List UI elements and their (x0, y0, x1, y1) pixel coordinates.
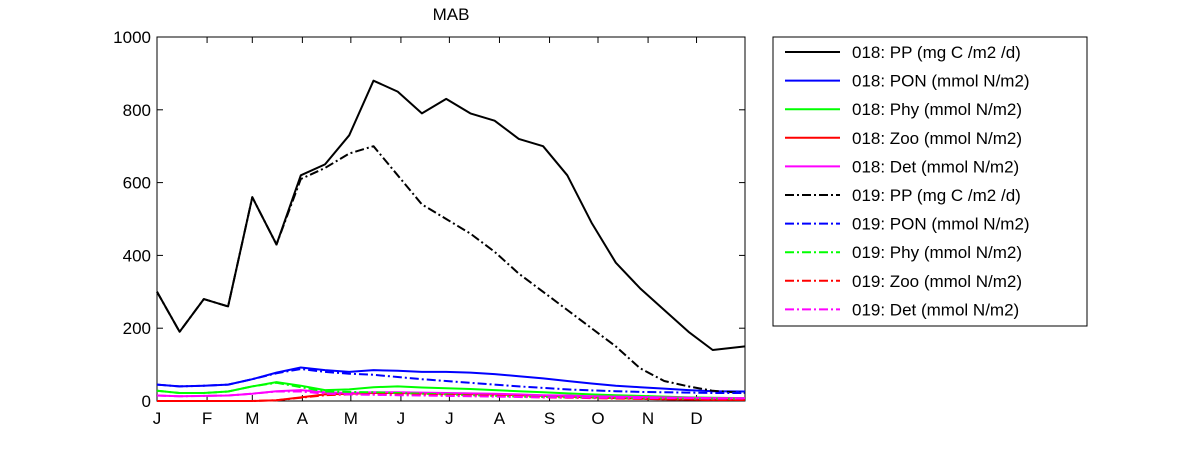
series-line-3 (156, 381, 746, 400)
legend-label: 019: Phy (mmol N/m2) (852, 243, 1022, 262)
chart-title: MAB (433, 5, 470, 24)
plot-area (156, 36, 746, 402)
x-tick-label: D (690, 409, 702, 428)
legend-label: 018: PP (mg C /m2 /d) (852, 43, 1021, 62)
x-tick-label: A (494, 409, 506, 428)
x-tick-label: N (642, 409, 654, 428)
x-tick-label: J (445, 409, 454, 428)
y-tick-label: 400 (123, 246, 151, 265)
y-tick-label: 1000 (113, 28, 151, 47)
x-tick-label: J (153, 409, 162, 428)
y-tick-label: 800 (123, 101, 151, 120)
x-tick-label: F (202, 409, 212, 428)
legend-label: 019: PP (mg C /m2 /d) (852, 186, 1021, 205)
series-line-7 (156, 368, 745, 394)
series-line-10 (156, 390, 745, 400)
x-tick-label: J (397, 409, 406, 428)
legend: 018: PP (mg C /m2 /d) 018: PON (mmol N/m2… (785, 43, 1030, 319)
legend-label: 018: Zoo (mmol N/m2) (852, 129, 1022, 148)
y-tick-label: 200 (123, 319, 151, 338)
y-tick-label: 0 (142, 392, 151, 411)
legend-label: 019: Zoo (mmol N/m2) (852, 272, 1022, 291)
legend-box (772, 36, 1088, 327)
x-tick-label: O (591, 409, 604, 428)
series-line-6 (156, 145, 746, 394)
x-tick-label: M (245, 409, 259, 428)
legend-label: 019: PON (mmol N/m2) (852, 215, 1030, 234)
x-tick-label: S (544, 409, 555, 428)
legend-label: 018: Phy (mmol N/m2) (852, 100, 1022, 119)
legend-label: 018: Det (mmol N/m2) (852, 157, 1019, 176)
series-line-2 (156, 366, 746, 393)
legend-label: 018: PON (mmol N/m2) (852, 72, 1030, 91)
legend-label: 019: Det (mmol N/m2) (852, 300, 1019, 319)
series-lines (156, 79, 746, 402)
axis-ticks: 0 200 400 600 800 1000 J F M A M J J A S O N D (113, 28, 745, 428)
y-tick-label: 600 (123, 174, 151, 193)
x-tick-label: A (297, 409, 309, 428)
series-line-5 (156, 389, 745, 400)
x-tick-label: M (344, 409, 358, 428)
